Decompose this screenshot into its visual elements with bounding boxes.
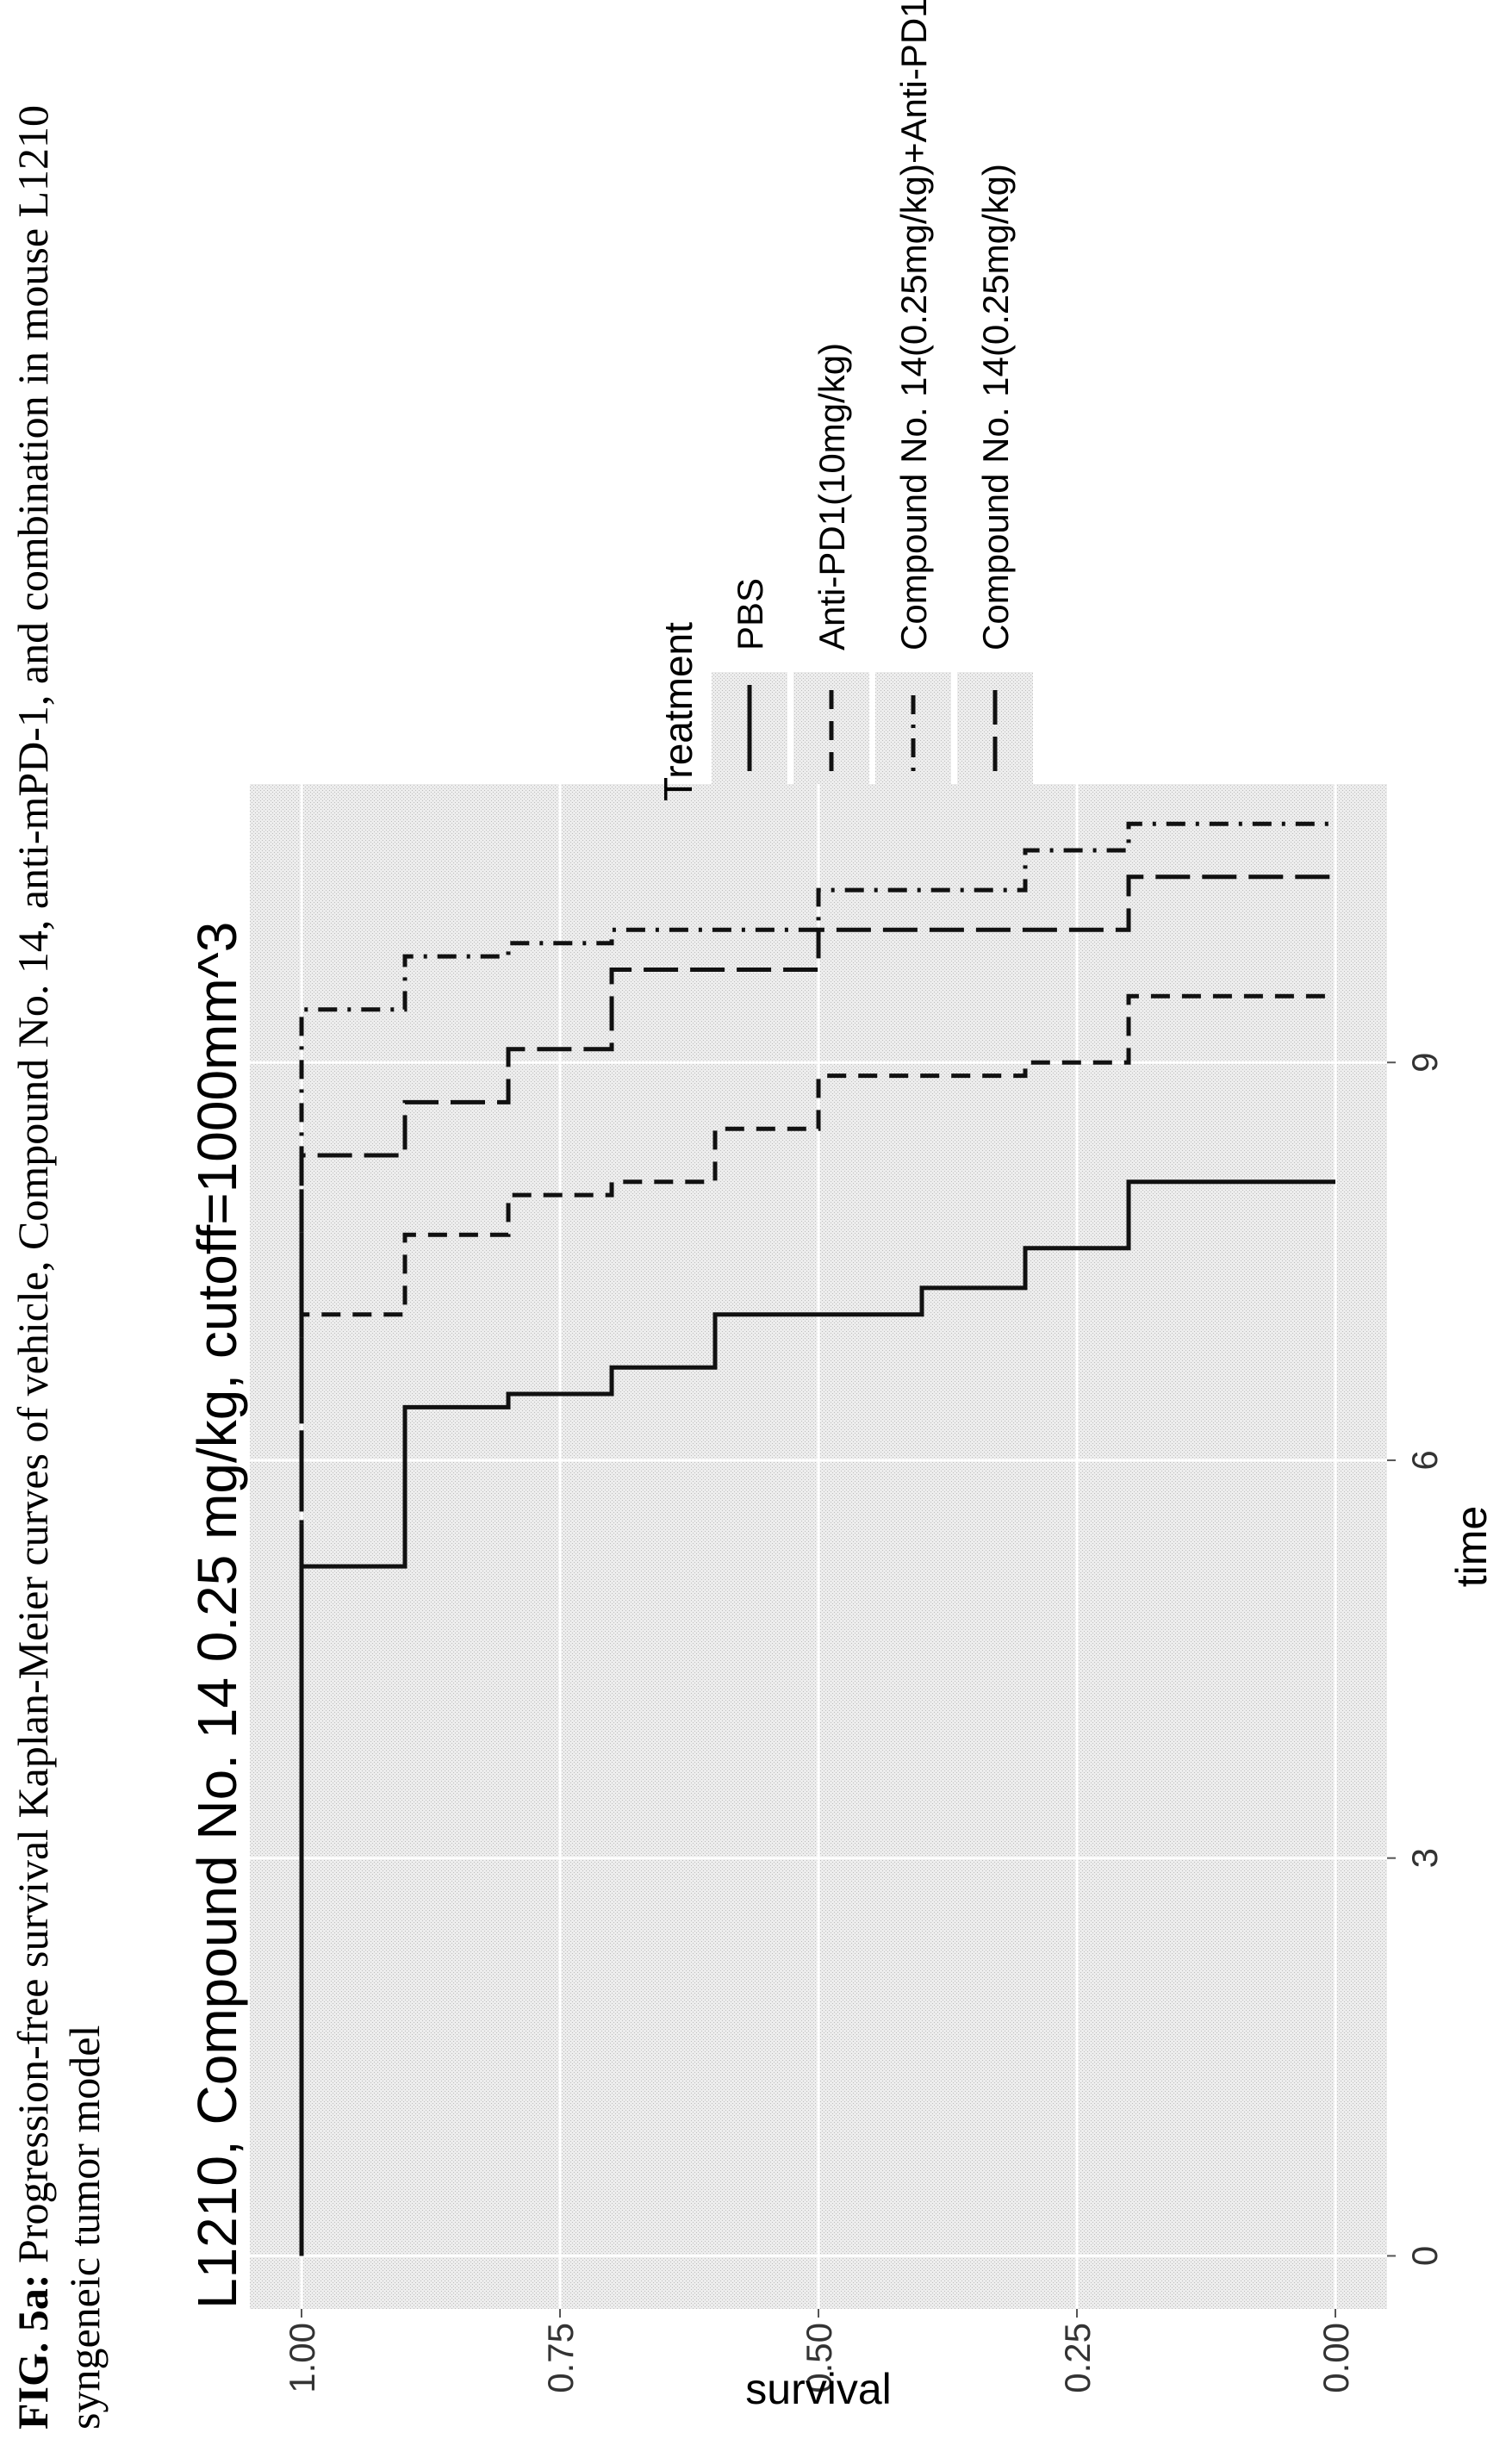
x-tick-label: 9: [1404, 1053, 1445, 1073]
legend-label: Compound No. 14(0.25mg/kg): [975, 164, 1016, 650]
x-tick-label: 3: [1404, 1848, 1445, 1868]
legend-label: PBS: [730, 578, 770, 650]
legend-label: Anti-PD1(10mg/kg): [812, 343, 852, 650]
y-tick-label: 0.75: [540, 2323, 581, 2393]
legend-label: Compound No. 14(0.25mg/kg)+Anti-PD1(10mg…: [893, 0, 934, 650]
legend-key-box: [957, 672, 1033, 784]
x-tick-label: 0: [1404, 2246, 1445, 2266]
y-tick-label: 0.25: [1057, 2323, 1098, 2393]
x-axis: 0 3 6 9: [1387, 1053, 1445, 2266]
survival-curve-1: [299, 1179, 1335, 2256]
y-axis-label: survival: [745, 2365, 891, 2413]
x-tick-label: 6: [1404, 1450, 1445, 1470]
survival-curve-2: [299, 993, 1335, 2256]
x-axis-label: time: [1447, 1506, 1496, 1587]
survival-curve-4: [299, 874, 1335, 2256]
legend-title: Treatment: [656, 622, 700, 801]
y-tick-label: 1.00: [282, 2323, 322, 2393]
y-tick-label: 0.00: [1316, 2323, 1356, 2393]
y-axis: 0.00 0.25 0.50 0.75 1.00: [282, 2309, 1356, 2393]
survival-curves: [299, 821, 1335, 2256]
survival-curve-3: [299, 821, 1335, 2256]
legend: PBS Anti-PD1(10mg/kg) Compound No. 14(0.25…: [712, 0, 1033, 784]
y-tick-label: 0.50: [799, 2323, 839, 2393]
